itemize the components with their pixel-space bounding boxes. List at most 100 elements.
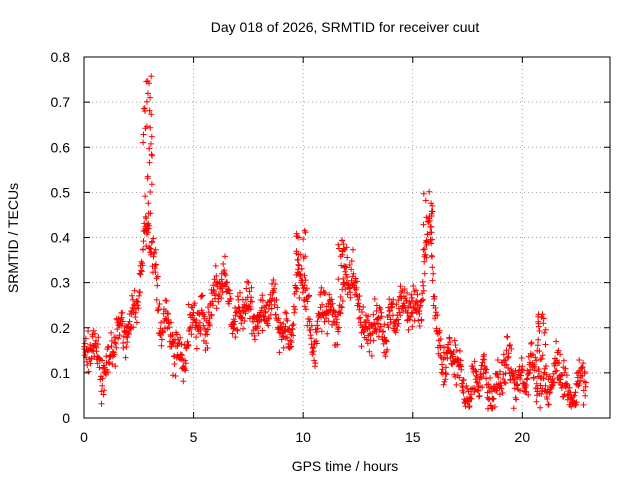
data-point [288, 343, 295, 350]
y-tick-label: 0.1 [51, 365, 71, 381]
data-point [140, 139, 147, 146]
data-point [425, 219, 432, 225]
data-point [147, 210, 154, 217]
data-point [473, 379, 480, 386]
data-point [206, 322, 213, 329]
data-point [203, 340, 210, 347]
data-point [430, 270, 437, 277]
data-point [420, 190, 427, 197]
data-point [257, 311, 264, 318]
data-point [458, 366, 465, 373]
data-point [380, 328, 387, 335]
data-point [523, 388, 530, 395]
data-point [410, 283, 417, 289]
data-point [416, 310, 423, 317]
data-point [429, 208, 436, 215]
data-point [503, 347, 510, 354]
data-point [353, 278, 360, 285]
data-point [339, 251, 346, 258]
data-point [460, 384, 467, 391]
data-point [328, 296, 335, 303]
data-point [426, 188, 433, 195]
data-point [542, 326, 549, 333]
data-point [295, 256, 302, 263]
data-point [533, 357, 540, 364]
data-point [204, 345, 211, 351]
data-point [148, 133, 155, 140]
data-point [152, 246, 159, 253]
data-point [324, 330, 331, 337]
data-point [408, 291, 415, 298]
data-point [428, 200, 435, 207]
data-point [151, 262, 158, 269]
data-point [401, 286, 408, 292]
data-point [429, 277, 436, 284]
data-point [453, 381, 460, 388]
data-point [268, 298, 275, 305]
data-point [339, 237, 346, 244]
data-point [218, 276, 225, 283]
data-point [523, 382, 529, 388]
data-point [293, 248, 300, 255]
data-point [224, 279, 230, 286]
data-point [94, 360, 101, 367]
data-point [552, 368, 559, 375]
data-point [363, 336, 370, 343]
data-point [497, 368, 503, 375]
data-point [140, 131, 147, 138]
data-point [91, 330, 98, 337]
data-point [535, 323, 542, 330]
data-point [395, 297, 402, 304]
data-point [500, 351, 507, 358]
data-point [530, 375, 537, 382]
data-point [504, 354, 511, 361]
data-point [407, 313, 414, 320]
data-point [171, 361, 178, 367]
axes: 0 0.1 0.2 0.3 0.4 0.5 0.6 0.7 0.8 0 5 10 15 20 [51, 49, 610, 445]
data-point [105, 344, 112, 350]
data-point [341, 246, 348, 253]
data-point [198, 293, 205, 300]
data-point [147, 140, 154, 147]
data-point [160, 329, 167, 336]
data-point [385, 324, 392, 331]
data-point [546, 390, 553, 396]
data-point [296, 295, 303, 301]
data-point [553, 367, 560, 374]
data-point [373, 308, 380, 314]
data-point [180, 378, 187, 385]
data-point [501, 357, 507, 364]
data-point [463, 383, 470, 389]
data-point [423, 237, 430, 244]
data-point [290, 332, 297, 339]
data-point [234, 327, 241, 334]
data-point [149, 238, 156, 245]
data-point [281, 327, 288, 334]
data-point [393, 301, 400, 308]
data-point [502, 380, 509, 387]
data-point [348, 266, 355, 273]
data-point [314, 318, 321, 325]
data-point [386, 296, 393, 303]
data-point [259, 292, 266, 299]
data-point [534, 342, 541, 349]
data-point [220, 261, 227, 267]
chart-title: Day 018 of 2026, SRMTID for receiver cuu… [211, 19, 480, 35]
data-point [342, 268, 349, 275]
data-point [353, 284, 360, 291]
data-point [221, 270, 228, 277]
data-point [146, 222, 153, 229]
data-point [201, 325, 208, 332]
data-point [301, 282, 308, 289]
data-point [556, 360, 563, 367]
data-point [429, 202, 436, 209]
data-point [457, 348, 463, 354]
data-point [138, 267, 145, 274]
data-point [523, 376, 530, 383]
data-point [551, 379, 558, 386]
data-point [580, 401, 587, 408]
data-point [312, 360, 319, 367]
data-point [376, 327, 383, 334]
data-point [138, 258, 145, 265]
data-point [568, 403, 575, 410]
